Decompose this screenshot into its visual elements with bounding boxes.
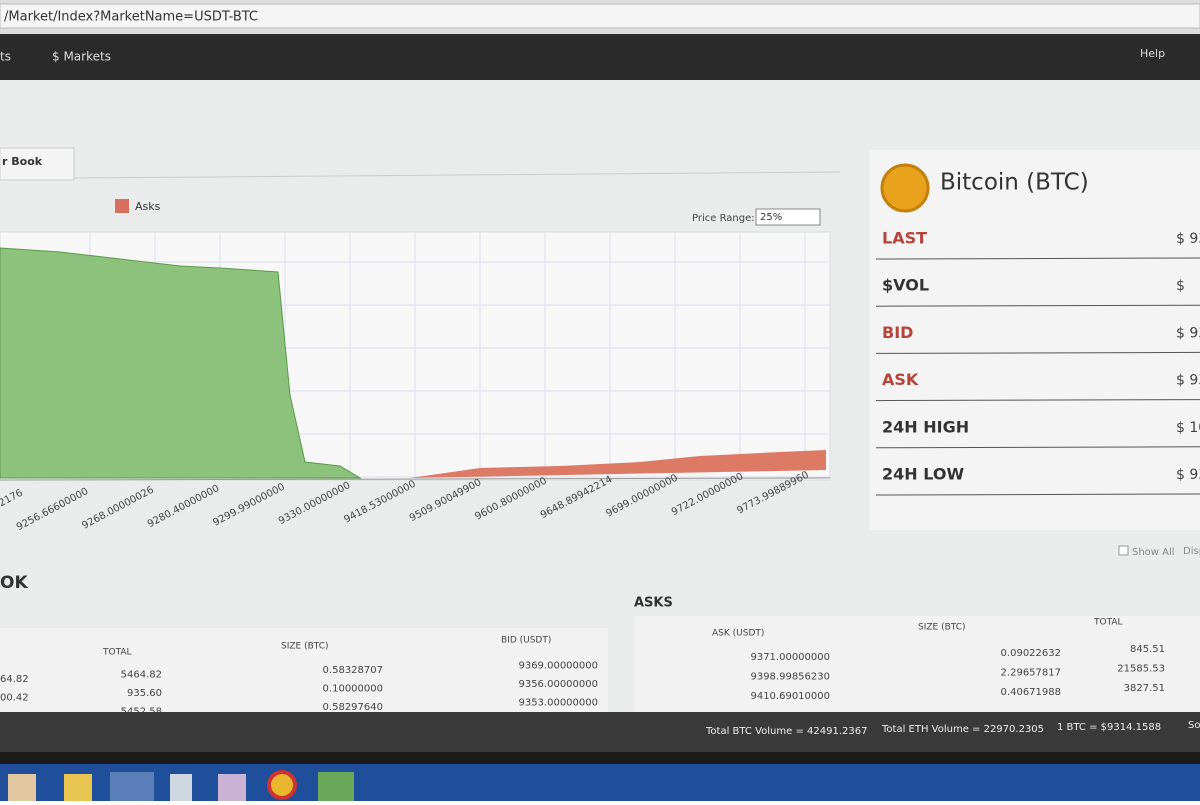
tab[interactable] bbox=[0, 147, 75, 181]
url-field[interactable] bbox=[0, 3, 1200, 29]
stat-divider bbox=[875, 257, 1200, 260]
asks-cell: 9371.00000000 bbox=[750, 652, 830, 663]
display: Disp bbox=[1183, 546, 1200, 557]
url: /Market/Index?MarketName=USDT-BTC bbox=[4, 10, 258, 25]
taskbar-icon[interactable] bbox=[110, 772, 154, 801]
footer-item: Total BTC Volume = 42491.2367 bbox=[705, 726, 867, 737]
bids-cell: 64.82 bbox=[0, 674, 29, 685]
nav-item[interactable]: $ Markets bbox=[52, 50, 111, 64]
price-range-select[interactable] bbox=[755, 208, 821, 226]
footer-item: So bbox=[1188, 720, 1200, 731]
stat-value: $ 93 bbox=[1176, 467, 1200, 483]
coin-name: Bitcoin (BTC) bbox=[940, 170, 1089, 196]
legend-label: Asks bbox=[135, 200, 161, 213]
stat-value: $ 103 bbox=[1176, 420, 1200, 436]
bids-header: TOTAL bbox=[102, 648, 132, 658]
taskbar-icon[interactable] bbox=[267, 770, 297, 800]
bids-heading: OK bbox=[0, 573, 28, 593]
stat-divider bbox=[875, 304, 1200, 307]
stat-divider bbox=[875, 351, 1200, 354]
asks-heading: ASKS bbox=[634, 596, 673, 611]
bids-cell: 0.58328707 bbox=[323, 665, 383, 676]
checkbox[interactable] bbox=[1118, 545, 1129, 556]
order-tables: TOTAL SIZE (BTC) BID (USDT) 64.82 5464.82 0.5… bbox=[0, 616, 1200, 722]
bids-depth-area bbox=[0, 247, 362, 479]
bids-cell: 0.10000000 bbox=[323, 684, 383, 695]
bids-table bbox=[0, 628, 608, 712]
price-range-label: Price Range: bbox=[692, 213, 755, 224]
help[interactable]: Help bbox=[1140, 47, 1165, 60]
stat-label: BID bbox=[882, 323, 913, 342]
price-range-value: 25% bbox=[760, 212, 782, 223]
asks-header: ASK (USDT) bbox=[712, 629, 764, 639]
stat-divider bbox=[875, 493, 1200, 496]
bids-cell: 9353.00000000 bbox=[518, 698, 598, 709]
stat-divider bbox=[875, 399, 1200, 402]
nav-item[interactable]: ts bbox=[0, 50, 11, 64]
stat-value: $ bbox=[1176, 278, 1185, 294]
asks-header: TOTAL bbox=[1093, 618, 1123, 628]
asks-depth-area bbox=[410, 450, 826, 478]
asks-cell: 9410.69010000 bbox=[750, 691, 830, 702]
taskbar-icon[interactable] bbox=[8, 774, 36, 801]
tab-label: r Book bbox=[2, 155, 43, 168]
show-all[interactable]: Show All bbox=[1132, 547, 1175, 558]
stat-label: ASK bbox=[882, 370, 919, 389]
x-axis bbox=[0, 477, 831, 481]
footer-bar bbox=[0, 712, 1200, 752]
stat-value: $ 93 bbox=[1176, 373, 1200, 389]
bids-header: BID (USDT) bbox=[501, 636, 551, 646]
bids-cell: 5464.82 bbox=[121, 670, 162, 681]
coin-stats: LAST $ 93 $VOL $ BID $ 93 ASK $ 93 24H HIGH $ 103… bbox=[875, 229, 1200, 496]
bids-header: SIZE (BTC) bbox=[281, 642, 329, 652]
stat-value: $ 93 bbox=[1176, 325, 1200, 341]
stat-value: $ 93 bbox=[1176, 231, 1200, 247]
bids-cell: 0.58297640 bbox=[323, 702, 383, 713]
stat-label: $VOL bbox=[882, 276, 929, 295]
nav-bar bbox=[0, 34, 1200, 80]
tab-line bbox=[73, 171, 841, 179]
asks-cell: 3827.51 bbox=[1124, 683, 1165, 694]
bids-cell: 00.42 bbox=[0, 693, 29, 704]
taskbar-icon[interactable] bbox=[170, 774, 192, 801]
taskbar bbox=[0, 764, 1200, 801]
asks-cell: 0.09022632 bbox=[1001, 648, 1061, 659]
footer-item: 1 BTC = $9314.1588 bbox=[1057, 722, 1161, 733]
taskbar-icon[interactable] bbox=[64, 774, 92, 801]
footer: Total BTC Volume = 42491.2367 Total ETH V… bbox=[705, 720, 1200, 737]
stat-label: 24H HIGH bbox=[882, 417, 969, 436]
coin-panel bbox=[870, 150, 1200, 530]
bids-cell: 9369.00000000 bbox=[518, 661, 598, 672]
stat-label: 24H LOW bbox=[882, 465, 964, 484]
asks-cell: 2.29657817 bbox=[1001, 668, 1061, 679]
bids-cell: 9356.00000000 bbox=[518, 679, 598, 690]
stat-divider bbox=[875, 446, 1200, 449]
asks-cell: 9398.99856230 bbox=[750, 672, 830, 683]
stat-label: LAST bbox=[882, 229, 927, 248]
bids-cell: 935.60 bbox=[127, 688, 162, 699]
legend-swatch bbox=[115, 199, 129, 213]
asks-table bbox=[634, 616, 1200, 712]
coin-icon bbox=[880, 163, 930, 213]
footer-item: Total ETH Volume = 22970.2305 bbox=[881, 724, 1044, 735]
bezel bbox=[0, 752, 1200, 764]
asks-cell: 845.51 bbox=[1130, 644, 1165, 655]
taskbar-icon[interactable] bbox=[218, 774, 246, 801]
asks-header: SIZE (BTC) bbox=[918, 623, 966, 633]
asks-cell: 21585.53 bbox=[1117, 664, 1165, 675]
asks-cell: 0.40671988 bbox=[1001, 687, 1061, 698]
taskbar-icon[interactable] bbox=[318, 772, 354, 801]
